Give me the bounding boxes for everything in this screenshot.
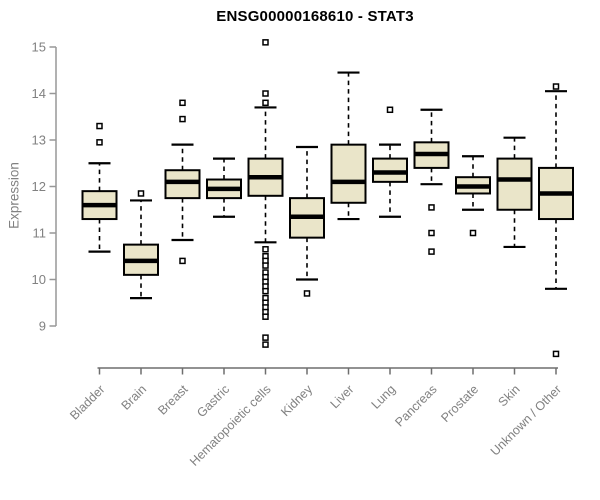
outlier-point <box>262 262 269 269</box>
x-tick-label-unknown-other: Unknown / Other <box>488 382 564 458</box>
iqr-box <box>496 157 533 211</box>
y-tick-label: 11 <box>33 226 47 241</box>
outlier-point <box>262 39 269 46</box>
x-tick-label-kidney: Kidney <box>278 382 315 419</box>
y-tick-label: 10 <box>32 272 46 287</box>
box-liver <box>330 71 367 221</box>
x-tick-label-bladder: Bladder <box>67 382 107 422</box>
outlier-point <box>262 313 269 320</box>
box-pancreas <box>413 108 450 255</box>
x-tick-label-breast: Breast <box>155 382 191 418</box>
y-tick-label: 14 <box>32 86 46 101</box>
outlier-point <box>96 122 103 130</box>
outlier-point <box>428 204 435 211</box>
outlier-point <box>428 248 435 255</box>
y-tick-label: 12 <box>32 179 46 194</box>
outlier-point <box>552 350 560 358</box>
outlier-point <box>469 229 477 237</box>
outlier-point <box>179 257 186 265</box>
y-tick-label: 15 <box>32 40 46 55</box>
outlier-point <box>303 290 311 297</box>
box-prostate <box>455 155 491 237</box>
y-tick-label: 9 <box>39 319 46 334</box>
box-skin <box>496 136 533 249</box>
x-tick-label-hematopoietic-cells: Hematopoietic cells <box>187 382 274 469</box>
x-tick-label-skin: Skin <box>496 382 523 409</box>
x-tick-label-pancreas: Pancreas <box>392 382 439 429</box>
iqr-box <box>164 169 201 200</box>
outlier-point <box>137 190 145 197</box>
outlier-point <box>262 341 269 348</box>
box-kidney <box>289 145 325 297</box>
outlier-point <box>262 334 269 341</box>
box-brain <box>123 190 159 300</box>
box-hematopoietic-cells <box>247 39 284 348</box>
chart-title: ENSG00000168610 - STAT3 <box>216 8 414 25</box>
outlier-point <box>262 246 269 253</box>
x-tick-label-prostate: Prostate <box>438 382 481 425</box>
box-breast <box>164 99 201 265</box>
iqr-box <box>330 143 367 204</box>
box-unknown-other <box>538 83 574 358</box>
iqr-box <box>372 157 408 183</box>
box-lung <box>372 106 408 218</box>
outlier-point <box>96 139 103 146</box>
x-tick-label-lung: Lung <box>369 382 399 412</box>
outlier-point <box>428 229 435 237</box>
x-tick-label-gastric: Gastric <box>194 382 232 420</box>
outlier-point <box>179 99 186 107</box>
outlier-point <box>552 83 560 90</box>
outlier-point <box>386 106 394 114</box>
outlier-point <box>262 99 269 107</box>
outlier-point <box>179 115 186 123</box>
x-tick-label-liver: Liver <box>328 382 357 411</box>
box-bladder <box>81 122 118 253</box>
box-gastric <box>206 157 242 218</box>
y-tick-label: 13 <box>32 133 46 148</box>
outlier-point <box>262 90 269 97</box>
x-tick-label-brain: Brain <box>119 382 150 413</box>
outlier-point <box>262 287 269 295</box>
